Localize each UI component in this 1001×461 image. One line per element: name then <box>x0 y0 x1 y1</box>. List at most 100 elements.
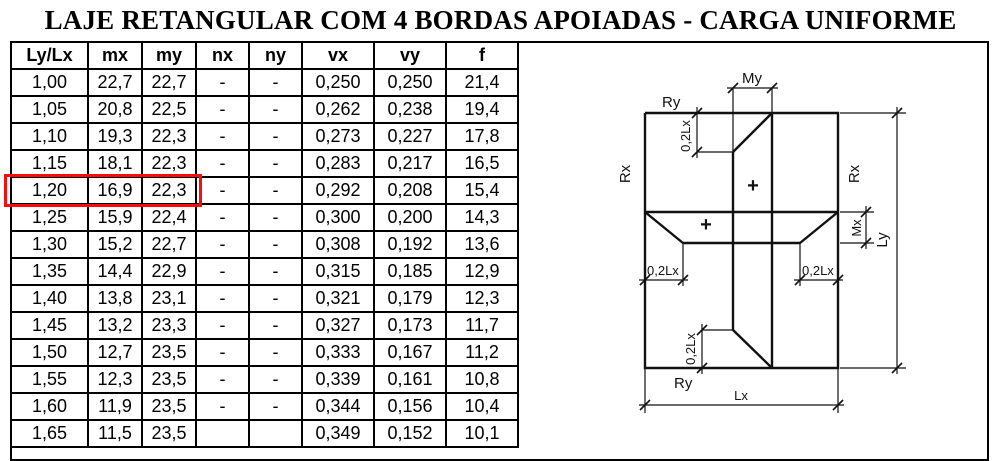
table-row: 1,05 20,8 22,5- -0,262 0,238 19,4 <box>10 95 519 124</box>
table-cell: - <box>195 311 250 340</box>
label-02lx-bottom: 0,2Lx <box>683 333 698 365</box>
column-header: nx <box>195 41 250 70</box>
label-mx: Mx <box>849 219 864 237</box>
table-cell: 19,3 <box>87 122 143 151</box>
table-row: 1,50 12,7 23,5- -0,333 0,167 11,2 <box>10 338 519 367</box>
table-cell: 21,4 <box>445 68 519 97</box>
table-cell: 1,20 <box>10 176 89 205</box>
table-cell: - <box>248 230 303 259</box>
dimension-my: My <box>727 70 778 94</box>
table-row: 1,20 16,9 22,3- -0,292 0,208 15,4 <box>10 176 519 205</box>
table-row: 1,30 15,2 22,7- -0,308 0,192 13,6 <box>10 230 519 259</box>
table-cell: 15,9 <box>87 203 143 232</box>
table-cell: - <box>248 365 303 394</box>
table-cell: - <box>195 122 250 151</box>
label-lx: Lx <box>734 388 748 403</box>
table-cell: 0,217 <box>373 149 447 178</box>
page-title: LAJE RETANGULAR COM 4 BORDAS APOIADAS - … <box>44 5 957 35</box>
table-cell: - <box>195 230 250 259</box>
table-cell: - <box>248 257 303 286</box>
table-cell: 22,7 <box>87 68 143 97</box>
table-cell: 22,4 <box>141 203 197 232</box>
table-cell: - <box>195 365 250 394</box>
table-cell: 0,208 <box>373 176 447 205</box>
table-cell: 0,250 <box>373 68 447 97</box>
table-cell: 22,7 <box>141 230 197 259</box>
table-cell: 18,1 <box>87 149 143 178</box>
table-cell: - <box>248 338 303 367</box>
table-cell: 17,8 <box>445 122 519 151</box>
my-strip <box>731 88 774 369</box>
table-cell: 10,8 <box>445 365 519 394</box>
dimension-lx: Lx <box>639 368 844 413</box>
label-02lx-right: 0,2Lx <box>802 263 834 278</box>
table-row: 1,60 11,9 23,5- -0,344 0,156 10,4 <box>10 392 519 421</box>
table-cell: 0,262 <box>301 95 375 124</box>
table-cell: 23,5 <box>141 338 197 367</box>
column-header: ny <box>248 41 303 70</box>
table-cell: 19,4 <box>445 95 519 124</box>
table-cell: 13,6 <box>445 230 519 259</box>
column-header: mx <box>87 41 143 70</box>
table-cell: 0,200 <box>373 203 447 232</box>
table-cell: 12,3 <box>87 365 143 394</box>
table-cell: - <box>248 392 303 421</box>
table-cell: 1,05 <box>10 95 89 124</box>
table-cell: - <box>195 392 250 421</box>
table-cell: 0,156 <box>373 392 447 421</box>
table-cell: 0,339 <box>301 365 375 394</box>
table-cell: 0,173 <box>373 311 447 340</box>
table-cell: 22,9 <box>141 257 197 286</box>
table-cell: - <box>248 95 303 124</box>
table-cell: 23,3 <box>141 311 197 340</box>
table-row: 1,15 18,1 22,3- -0,283 0,217 16,5 <box>10 149 519 178</box>
table-cell: 0,152 <box>373 419 447 448</box>
table-cell: 11,7 <box>445 311 519 340</box>
table-cell: - <box>195 176 250 205</box>
table-cell: 1,15 <box>10 149 89 178</box>
table-row: 1,40 13,8 23,1- -0,321 0,179 12,3 <box>10 284 519 313</box>
table-cell: 1,60 <box>10 392 89 421</box>
table-cell: 22,3 <box>141 149 197 178</box>
table-cell: 23,5 <box>141 365 197 394</box>
table-cell: 0,315 <box>301 257 375 286</box>
table-cell: 11,5 <box>87 419 143 448</box>
table-cell: - <box>248 203 303 232</box>
table-body: 1,00 22,7 22,7- -0,250 0,250 21,4 1,05 20,8 22,5… <box>10 68 519 448</box>
table-cell: 0,227 <box>373 122 447 151</box>
table-row: 1,00 22,7 22,7- -0,250 0,250 21,4 <box>10 68 519 97</box>
table-cell: - <box>248 68 303 97</box>
table-cell: - <box>248 122 303 151</box>
table-row: 1,45 13,2 23,3- -0,327 0,173 11,7 <box>10 311 519 340</box>
table-cell: 0,283 <box>301 149 375 178</box>
table-cell <box>195 419 250 448</box>
table-cell: - <box>248 284 303 313</box>
table-cell: - <box>248 149 303 178</box>
table-cell: 1,45 <box>10 311 89 340</box>
table-cell: 23,5 <box>141 419 197 448</box>
table-cell: 0,161 <box>373 365 447 394</box>
table-cell <box>248 419 303 448</box>
table-cell: 0,327 <box>301 311 375 340</box>
table-cell: 1,30 <box>10 230 89 259</box>
table-cell: 0,273 <box>301 122 375 151</box>
table-cell: - <box>195 95 250 124</box>
label-rx-right: Rx <box>846 164 863 183</box>
table-cell: 12,7 <box>87 338 143 367</box>
label-02lx-left: 0,2Lx <box>647 263 679 278</box>
label-rx-left: Rx <box>617 164 634 183</box>
table-row: 1,55 12,3 23,5- -0,339 0,161 10,8 <box>10 365 519 394</box>
dimension-02lx-left: 0,2Lx <box>639 243 689 286</box>
table-cell: 22,3 <box>141 176 197 205</box>
table-cell: 0,179 <box>373 284 447 313</box>
dimension-02lx-top: 0,2Lx <box>678 107 733 158</box>
mx-strip <box>644 210 839 245</box>
table-cell: 12,9 <box>445 257 519 286</box>
results-table: Ly/Lx mx my nx ny vx vy f 1,00 22,7 22,7- -0,250 0,… <box>10 41 519 448</box>
table-cell: 11,9 <box>87 392 143 421</box>
table-row: 1,25 15,9 22,4- -0,300 0,200 14,3 <box>10 203 519 232</box>
table-cell: 1,25 <box>10 203 89 232</box>
dimension-02lx-bottom: 0,2Lx <box>683 324 733 374</box>
plus-sign-mid-left: + <box>700 214 712 236</box>
label-my: My <box>742 70 762 87</box>
